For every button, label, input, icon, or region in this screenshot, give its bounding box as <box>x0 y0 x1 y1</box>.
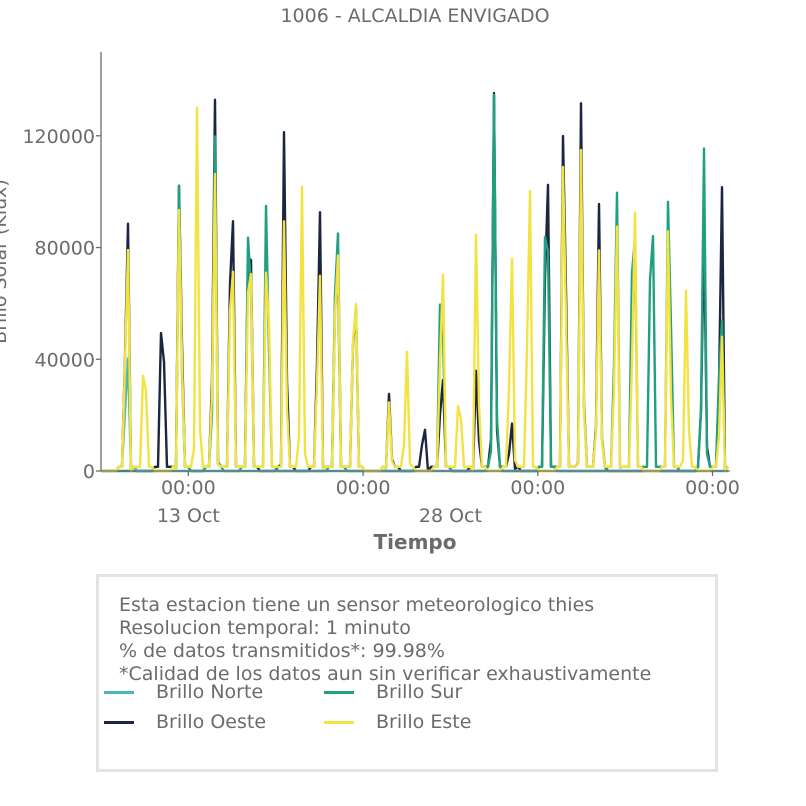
legend-label: Brillo Este <box>376 711 472 733</box>
info-data-transmitted: % de datos transmitidos*: 99.98% <box>119 640 445 662</box>
info-quality-note: *Calidad de los datos aun sin verificar … <box>119 663 652 685</box>
y-tick-label: 0 <box>83 461 95 483</box>
info-station-sensor: Esta estacion tiene un sensor meteorolog… <box>119 594 595 616</box>
x-tick-label: 00:00 <box>685 477 740 499</box>
x-tick-label: 00:00 <box>510 477 565 499</box>
info-temporal-resolution: Resolucion temporal: 1 minuto <box>119 617 411 639</box>
legend-swatch-brillo-norte <box>104 691 134 694</box>
x-tick-label: 00:00 <box>336 477 391 499</box>
chart: 1006 - ALCALDIA ENVIGADO Brillo Solar (K… <box>0 5 740 554</box>
legend-swatch-brillo-este <box>324 721 354 724</box>
legend-swatch-brillo-sur <box>324 691 354 694</box>
legend-label: Brillo Norte <box>156 681 264 703</box>
x-tick-date-label: 28 Oct <box>419 505 482 527</box>
y-axis-title-group: Brillo Solar (Klux) <box>0 179 11 344</box>
x-ticks: 00:00 00:00 00:00 00:00 13 Oct 28 Oct <box>157 471 740 527</box>
info-box: Esta estacion tiene un sensor meteorolog… <box>96 574 718 772</box>
axes <box>100 52 730 472</box>
x-axis-title: Tiempo <box>374 530 457 554</box>
y-tick-label: 80000 <box>35 238 95 260</box>
y-ticks: 0 40000 80000 120000 <box>22 126 101 483</box>
x-tick-label: 00:00 <box>161 477 216 499</box>
y-tick-label: 40000 <box>35 349 95 371</box>
series-line-brillo-este <box>101 106 729 473</box>
legend-swatch-brillo-oeste <box>104 721 134 724</box>
y-axis-title: Brillo Solar (Klux) <box>0 179 11 344</box>
legend-label: Brillo Sur <box>376 681 463 703</box>
chart-title: 1006 - ALCALDIA ENVIGADO <box>280 5 549 27</box>
y-tick-label: 120000 <box>22 126 95 148</box>
plot-series <box>101 91 729 473</box>
x-tick-date-label: 13 Oct <box>157 505 220 527</box>
legend-label: Brillo Oeste <box>156 711 267 733</box>
